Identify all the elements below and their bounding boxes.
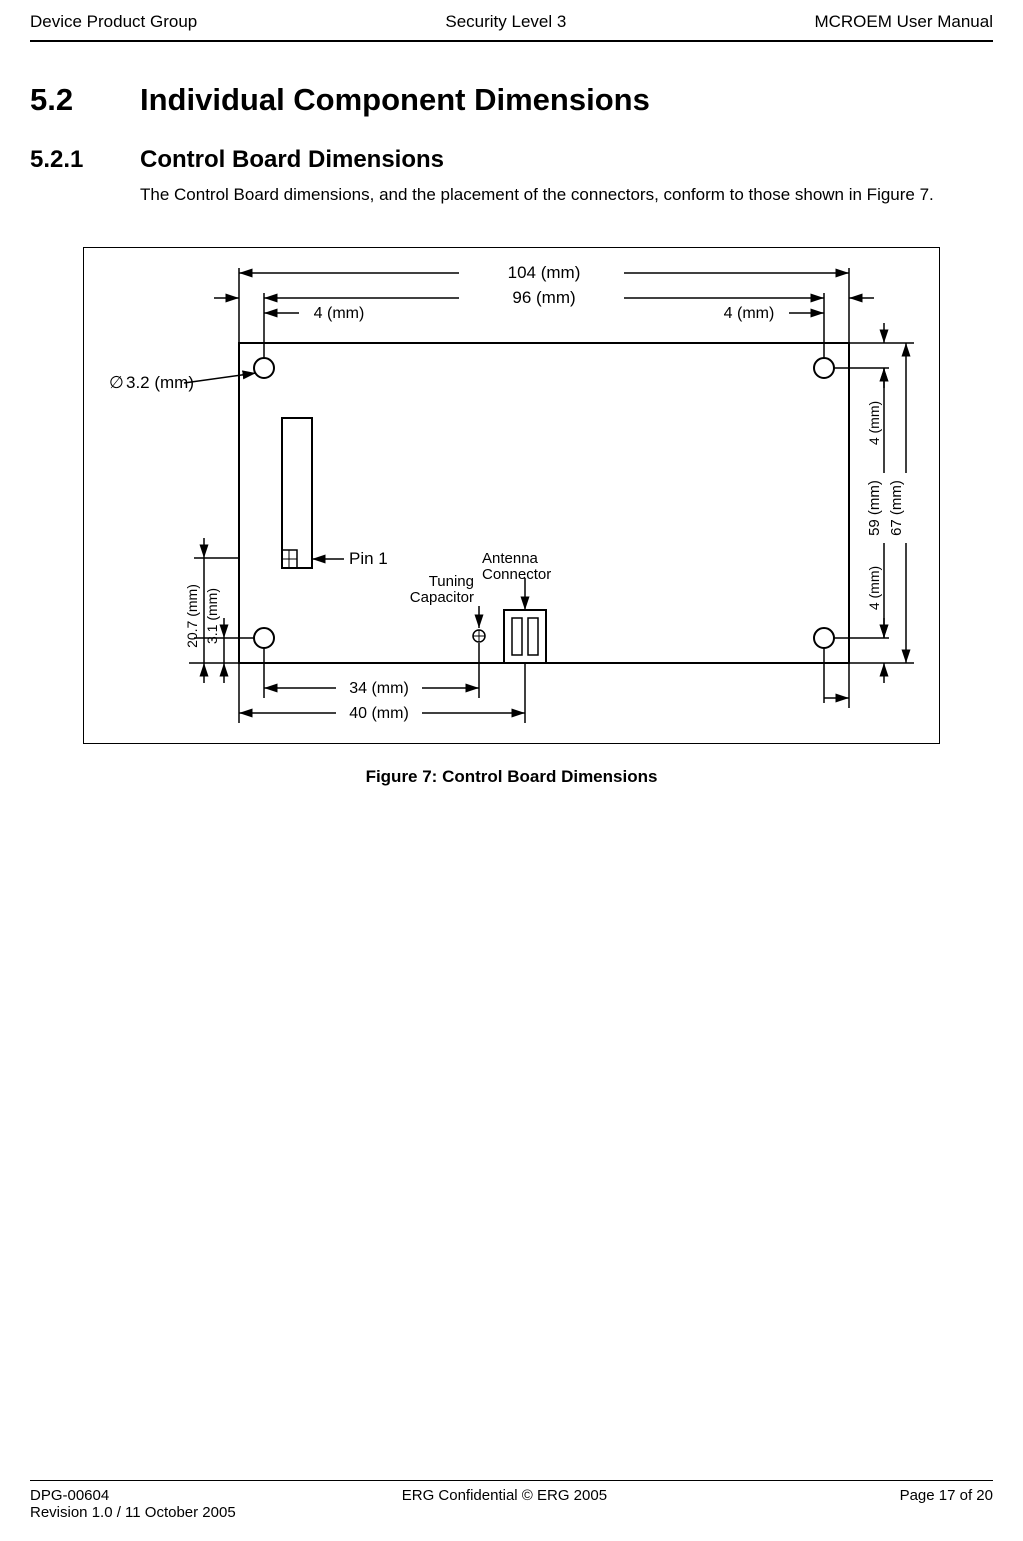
header-right: MCROEM User Manual [814, 12, 993, 32]
dim-top-right-gap: 4 (mm) [724, 305, 775, 322]
subsection-heading: 5.2.1 Control Board Dimensions [30, 146, 993, 174]
dim-top-outer: 104 (mm) [508, 263, 581, 282]
dim-right-mid-inner: 59 (mm) [866, 480, 883, 536]
footer-rule [30, 1480, 993, 1481]
section-heading: 5.2 Individual Component Dimensions [30, 82, 993, 118]
header-left: Device Product Group [30, 12, 197, 32]
label-capacitor: Capacitor [410, 589, 474, 606]
page-header: Device Product Group Security Level 3 MC… [0, 0, 1023, 40]
dim-right-mid-outer: 67 (mm) [888, 480, 905, 536]
label-tuning: Tuning [429, 573, 474, 590]
body-text: The Control Board dimensions, and the pl… [140, 184, 993, 207]
figure-container: 104 (mm) 96 (mm) 4 (mm) 4 (mm) ∅ 3.2 (mm… [30, 247, 993, 787]
footer-revision: Revision 1.0 / 11 October 2005 [30, 1504, 236, 1521]
header-center: Security Level 3 [445, 12, 566, 32]
control-board-diagram: 104 (mm) 96 (mm) 4 (mm) 4 (mm) ∅ 3.2 (mm… [83, 247, 940, 744]
dim-diameter: 3.2 (mm) [126, 373, 194, 392]
dim-right-bot-gap: 4 (mm) [866, 566, 882, 610]
content-area: 5.2 Individual Component Dimensions 5.2.… [0, 42, 1023, 207]
footer-confidential: ERG Confidential © ERG 2005 [402, 1487, 607, 1504]
dim-bottom-outer: 40 (mm) [349, 705, 409, 722]
label-connector: Connector [482, 566, 551, 583]
dim-right-top-gap: 4 (mm) [866, 401, 882, 445]
label-antenna: Antenna [482, 550, 539, 567]
dim-left-inner: 3.1 (mm) [204, 588, 220, 644]
subsection-title: Control Board Dimensions [140, 146, 444, 174]
dim-left-outer: 20.7 (mm) [184, 584, 200, 648]
dim-top-left-gap: 4 (mm) [314, 305, 365, 322]
footer-docnum: DPG-00604 [30, 1487, 109, 1504]
dim-top-inner: 96 (mm) [512, 288, 575, 307]
section-number: 5.2 [30, 82, 140, 118]
svg-text:∅: ∅ [109, 373, 124, 392]
section-title: Individual Component Dimensions [140, 82, 650, 118]
dim-bottom-inner: 34 (mm) [349, 680, 409, 697]
footer-page: Page 17 of 20 [900, 1487, 993, 1504]
figure-caption: Figure 7: Control Board Dimensions [30, 767, 993, 787]
label-pin1: Pin 1 [349, 549, 388, 568]
page-footer: DPG-00604 ERG Confidential © ERG 2005 Pa… [30, 1480, 993, 1521]
subsection-number: 5.2.1 [30, 146, 140, 174]
